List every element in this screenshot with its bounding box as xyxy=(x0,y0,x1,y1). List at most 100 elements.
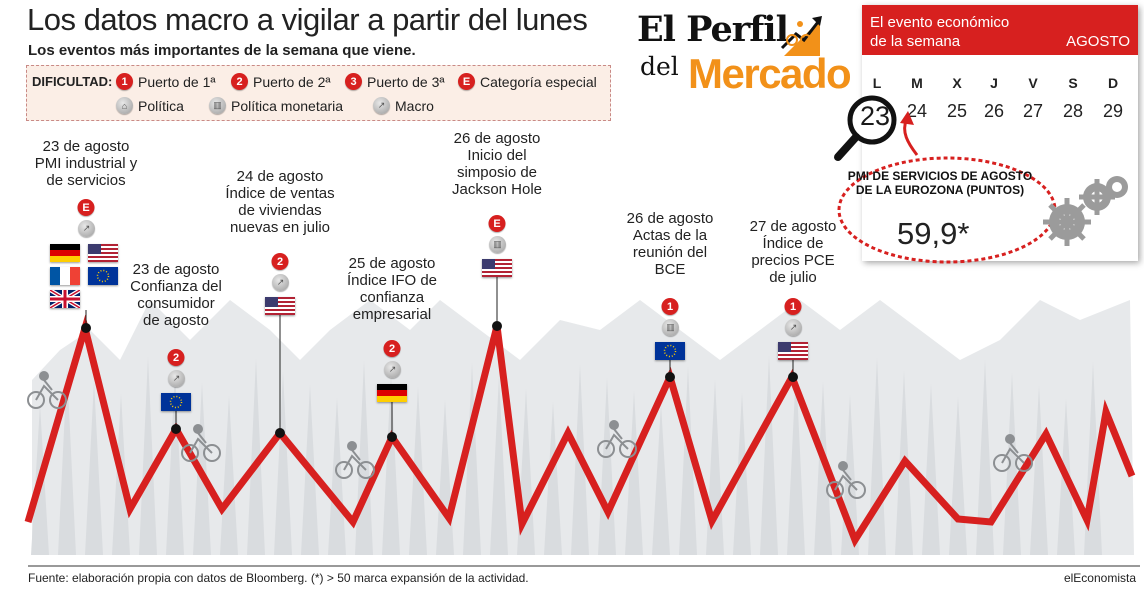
event-label-line: Índice IFO de xyxy=(346,272,438,289)
calendar-header-line1: El evento económico xyxy=(870,14,1010,31)
uk-flag-icon xyxy=(50,290,80,308)
usa-flag-icon xyxy=(482,259,512,277)
eu-flag-icon xyxy=(88,267,118,285)
tree-shape xyxy=(868,358,886,555)
usa-flag-icon xyxy=(778,342,808,360)
event-label-line: 23 de agosto xyxy=(132,261,220,278)
tree-shape xyxy=(652,404,670,555)
tree-shape xyxy=(760,356,778,555)
legend-item-puerto-3: 3 Puerto de 3ª xyxy=(345,73,445,90)
event-label-line: PMI industrial y xyxy=(34,155,138,172)
event-peak-dot xyxy=(387,432,397,442)
cyclist-icon xyxy=(27,371,67,409)
gears-icon xyxy=(1043,176,1128,246)
event-label-line: nuevas en julio xyxy=(229,219,331,236)
legend-item-label: Política monetaria xyxy=(231,97,344,114)
germany-flag-icon xyxy=(377,384,407,402)
calendar-dow: V xyxy=(1028,75,1038,91)
event-label-line: reunión del xyxy=(632,244,708,261)
difficulty-badge: 1 xyxy=(784,298,802,315)
tree-shape xyxy=(976,360,994,555)
legend-item-puerto-1: 1 Puerto de 1ª xyxy=(116,73,216,90)
source-note: Fuente: elaboración propia con datos de … xyxy=(28,571,529,585)
tree-shape xyxy=(490,376,508,555)
event-label: 23 de agosto PMI industrial y de servicios xyxy=(35,138,138,189)
event-label-line: Inicio del xyxy=(467,147,527,164)
brand: elEconomista xyxy=(1063,571,1136,585)
legend-item-label: Puerto de 1ª xyxy=(138,73,216,90)
event-label-line: Jackson Hole xyxy=(451,181,543,198)
logo-line2: del xyxy=(640,52,679,81)
logo-line1: El Perfil xyxy=(637,9,789,50)
tree-shape xyxy=(463,363,481,555)
route-line xyxy=(24,314,1136,548)
difficulty-badge: E xyxy=(488,215,506,232)
event-label-line: 27 de agosto xyxy=(749,218,837,235)
trend-icon: ↗ xyxy=(384,361,401,378)
building-icon: ⌂ xyxy=(116,97,133,114)
calendar-dow: L xyxy=(872,75,882,91)
trend-icon: ↗ xyxy=(373,97,390,114)
tree-shape xyxy=(544,402,562,555)
legend-item-label: Política xyxy=(138,97,184,114)
event-of-week-value: 59,9* xyxy=(897,216,970,251)
difficulty-special-icon: E xyxy=(458,73,475,90)
eu-flag-icon xyxy=(161,393,191,411)
tree-shape xyxy=(625,391,643,555)
event-label: 24 de agosto Índice de ventas de viviendas… xyxy=(225,168,334,236)
calendar-card: El evento económico de la semana AGOSTO … xyxy=(834,5,1138,264)
calendar-day-number: 25 xyxy=(946,101,968,121)
page-title: Los datos macro a vigilar a partir del l… xyxy=(27,2,588,37)
legend-item-label: Macro xyxy=(395,97,434,114)
calendar-dow: M xyxy=(911,75,923,91)
event-label-line: Confianza del xyxy=(130,278,222,295)
event-label: 27 de agosto Índice de precios PCE de julio xyxy=(750,218,837,286)
trend-icon: ↗ xyxy=(78,220,95,237)
event-label-line: simposio de xyxy=(456,164,538,181)
calendar-day-number: 24 xyxy=(906,101,928,121)
event-peak-dot xyxy=(788,372,798,382)
event-label-line: precios PCE xyxy=(751,252,835,269)
trend-icon: ↗ xyxy=(272,274,289,291)
calendar-day-number: 28 xyxy=(1062,101,1084,121)
legend-item-puerto-2: 2 Puerto de 2ª xyxy=(231,73,331,90)
event-label-line: BCE xyxy=(654,261,686,278)
difficulty-badge: 1 xyxy=(661,298,679,315)
event-stems xyxy=(81,277,798,442)
tree-shape xyxy=(85,381,103,555)
event-of-week-title: PMI DE SERVICIOS DE AGOSTO DE LA EUROZON… xyxy=(847,169,1033,197)
event-label-line: Índice de xyxy=(762,235,824,252)
cyclist-icon xyxy=(597,420,637,458)
event-label-line: 25 de agosto xyxy=(348,255,436,272)
event-label-line: confianza xyxy=(359,289,425,306)
logo-line3: Mercado xyxy=(688,50,852,97)
tree-shape xyxy=(58,368,76,555)
tree-shape xyxy=(328,398,346,555)
event-label: 25 de agosto Índice IFO de confianza empres… xyxy=(347,255,437,323)
difficulty-badge: 2 xyxy=(271,253,289,270)
calendar-header-line2: de la semana xyxy=(870,33,961,50)
event-label-line: de viviendas xyxy=(238,202,322,219)
tree-shape xyxy=(247,359,265,555)
difficulty-3-icon: 3 xyxy=(345,73,362,90)
event-label-line: 26 de agosto xyxy=(626,210,714,227)
bank-icon: ▥ xyxy=(662,319,679,336)
france-flag-icon xyxy=(50,267,80,285)
trend-icon: ↗ xyxy=(785,319,802,336)
event-label: 23 de agosto Confianza del consumidor de ag… xyxy=(130,261,222,329)
event-label-line: Actas de la xyxy=(632,227,708,244)
calendar-dow: D xyxy=(1107,75,1119,91)
tree-shape xyxy=(922,384,940,555)
event-label-line: Índice de ventas xyxy=(225,185,335,202)
event-peak-dot xyxy=(275,428,285,438)
legend-item-politica-monetaria: ▥ Política monetaria xyxy=(209,97,343,114)
difficulty-1-icon: 1 xyxy=(116,73,133,90)
difficulty-badge: E xyxy=(77,199,95,216)
event-peak-dot xyxy=(492,321,502,331)
legend-label: DIFICULTAD: xyxy=(32,74,113,89)
legend-item-label: Puerto de 2ª xyxy=(253,73,331,90)
event-label-line: 24 de agosto xyxy=(236,168,324,185)
bank-icon: ▥ xyxy=(489,236,506,253)
calendar-dow: S xyxy=(1068,75,1078,91)
